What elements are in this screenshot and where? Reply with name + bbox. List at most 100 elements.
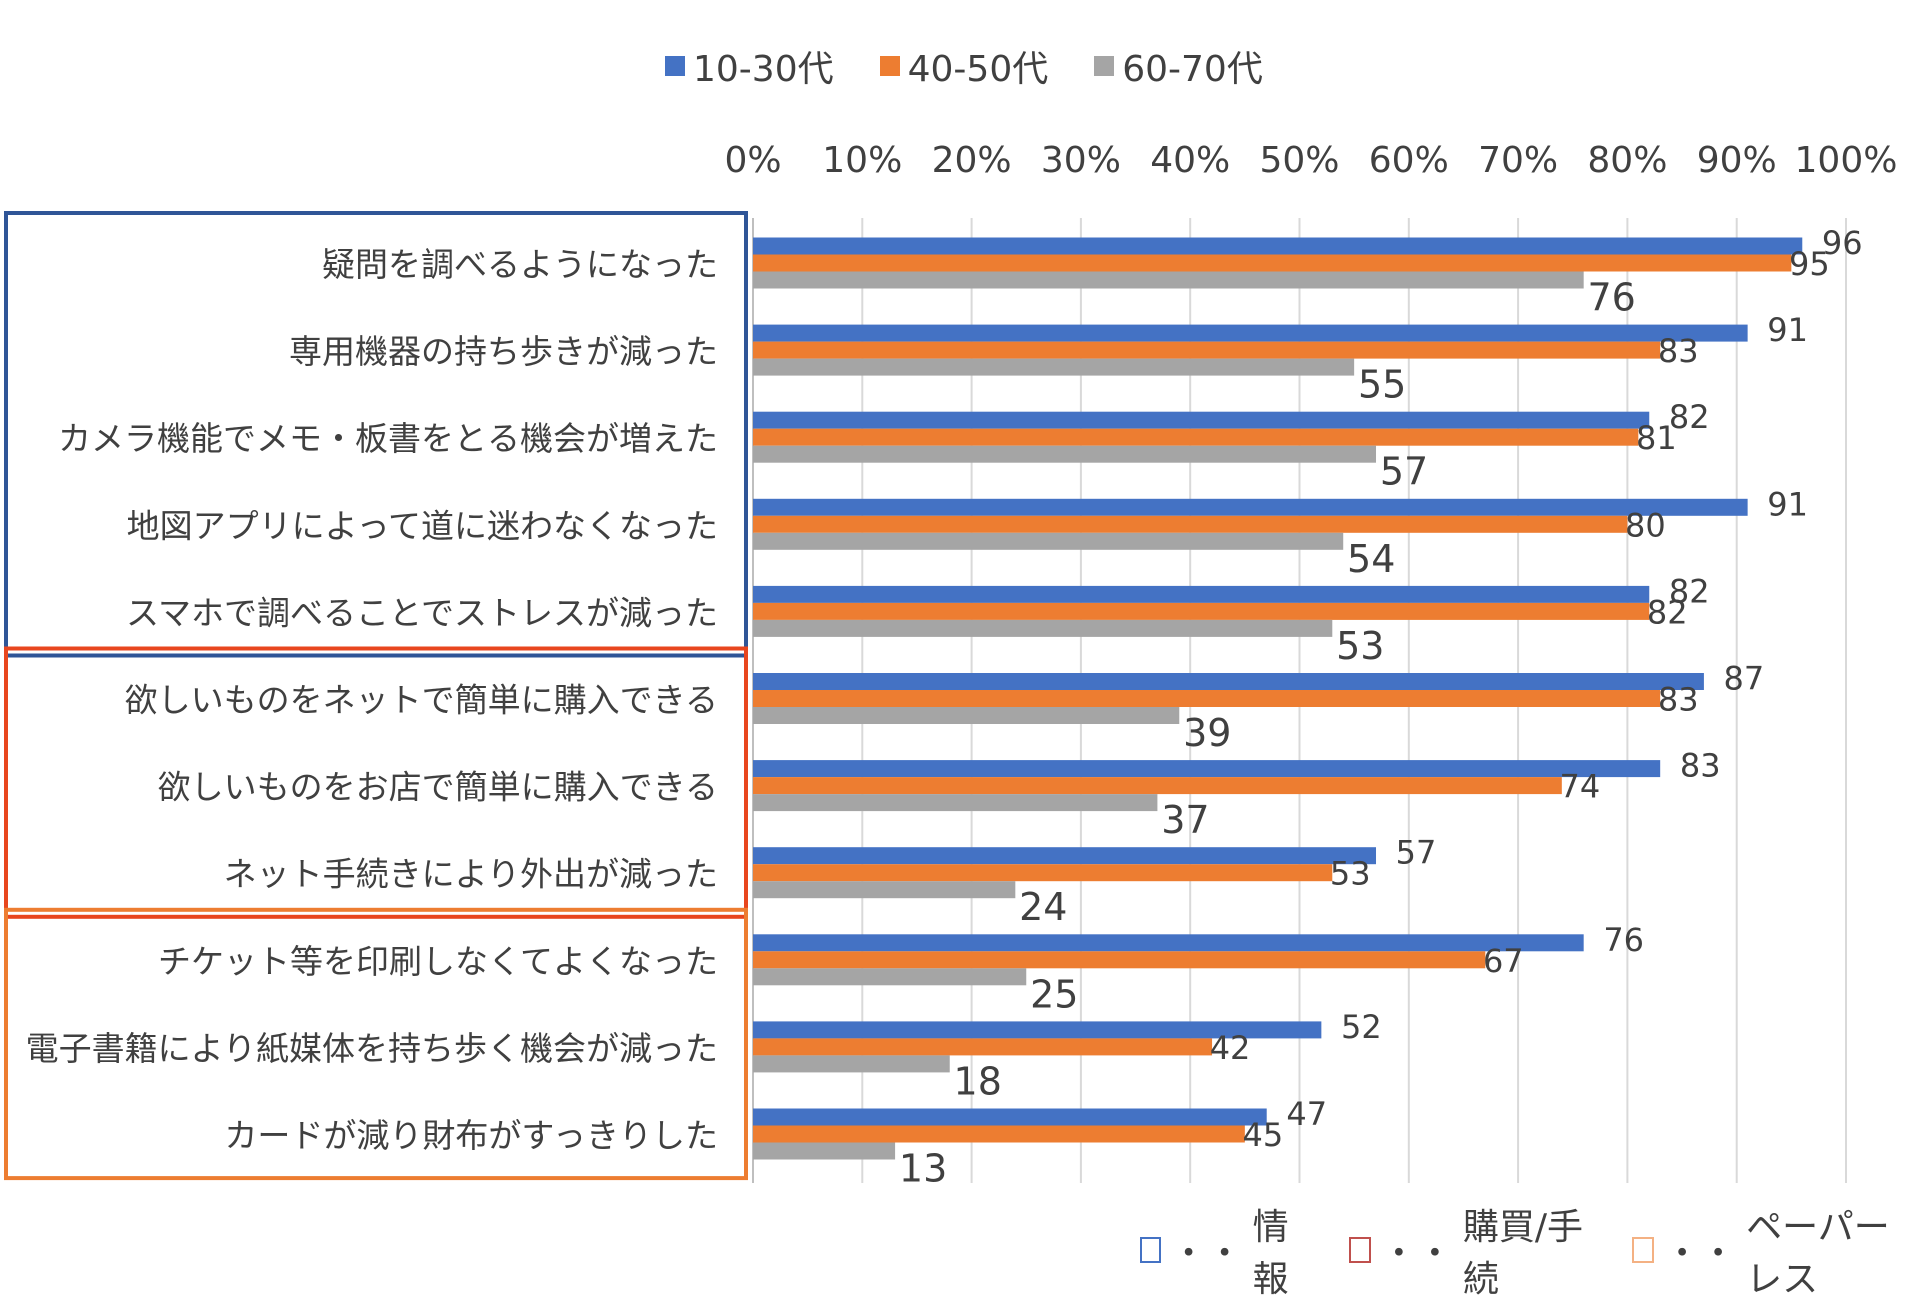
group-swatch-paperless [1631,1237,1655,1263]
group-legend-label-paperless: ペーパーレス [1746,1207,1890,1300]
data-label: 81 [1636,419,1677,457]
bar [753,1038,1213,1056]
x-tick-label: 70% [1478,140,1558,181]
legend-item-series-1: 10-30代 [665,40,834,92]
legend-swatch-series-2 [879,56,900,76]
bar [753,515,1628,533]
data-label: 83 [1658,332,1699,370]
category-label: 疑問を調べるようになった [322,245,718,284]
group-swatch-info [1140,1237,1161,1263]
x-tick-label: 0% [724,140,781,181]
category-label: スマホで調べることでストレスが減った [126,593,718,632]
bar [753,271,1584,289]
bar [753,864,1333,882]
data-label: 57 [1380,450,1428,494]
category-label: 地図アプリによって道に迷わなくなった [127,506,718,545]
bar [753,254,1792,272]
bar [753,707,1180,724]
data-label: 80 [1625,506,1666,544]
legend-item-series-3: 60-70代 [1094,40,1263,92]
bar [753,1108,1267,1126]
x-tick-label: 40% [1150,140,1230,181]
data-label: 67 [1483,942,1524,980]
group-legend-label-info: 情報 [1252,1207,1289,1300]
data-label: 95 [1789,245,1830,283]
data-label: 39 [1183,711,1231,755]
bar [753,1021,1322,1039]
bar [753,324,1748,342]
data-label: 91 [1767,485,1808,523]
bar [753,847,1377,865]
bar [753,237,1803,255]
data-label: 82 [1669,572,1710,610]
data-label: 42 [1210,1029,1251,1067]
group-box [4,646,748,919]
data-label: 83 [1680,747,1721,785]
legend-swatch-series-1 [665,56,685,76]
legend-label-series-2: 40-50代 [907,49,1049,90]
x-tick-label: 100% [1795,140,1898,181]
data-label: 47 [1286,1095,1327,1133]
category-label: カメラ機能でメモ・板書をとる機会が増えた [58,419,718,458]
bar [753,881,1016,899]
data-label: 54 [1347,537,1395,581]
data-label: 82 [1669,398,1710,436]
group-legend-label-purchase: 購買/手続 [1462,1207,1584,1300]
bar [753,585,1650,603]
legend-item-series-2: 40-50代 [879,40,1049,92]
group-legend-item-paperless: ・・ ペーパーレス [1631,1198,1925,1302]
bar [753,602,1650,620]
data-label: 96 [1822,224,1863,262]
category-label: カードが減り財布がすっきりした [224,1116,718,1155]
legend-label-series-3: 60-70代 [1122,49,1263,90]
group-legend: ・・ 情報 ・・ 購買/手続 ・・ ペーパーレス [1140,1198,1925,1302]
category-label: 専用機器の持ち歩きが減った [289,332,718,371]
bar [753,690,1661,707]
data-label: 53 [1336,624,1384,668]
data-label: 74 [1559,768,1600,806]
group-legend-item-purchase: ・・ 購買/手続 [1348,1198,1590,1302]
data-label: 24 [1019,885,1067,929]
data-label: 25 [1030,972,1078,1016]
group-swatch-purchase [1348,1237,1371,1263]
x-tick-label: 20% [932,140,1012,181]
data-label: 45 [1242,1116,1283,1154]
group-box [4,907,748,1181]
data-label: 37 [1161,798,1209,842]
group-legend-item-info: ・・ 情報 [1140,1198,1307,1302]
bar [753,951,1486,969]
group-legend-prefix: ・・ [1664,1233,1737,1274]
x-tick-label: 60% [1369,140,1449,181]
x-tick-label: 30% [1041,140,1121,181]
data-label: 55 [1358,363,1406,407]
data-label: 82 [1647,593,1688,631]
data-label: 87 [1724,660,1765,698]
data-label: 13 [899,1147,947,1191]
data-label: 18 [954,1059,1002,1103]
legend-label-series-1: 10-30代 [693,49,834,90]
category-label: ネット手続きにより外出が減った [224,855,718,894]
series-legend: 10-30代 40-50代 60-70代 [665,40,1263,92]
category-label: チケット等を印刷しなくてよくなった [158,942,718,981]
data-label: 76 [1603,921,1644,959]
bar [753,358,1355,376]
group-legend-prefix: ・・ [1380,1233,1453,1274]
bar [753,968,1027,986]
bar [753,619,1333,637]
bar [753,341,1661,359]
data-label: 57 [1396,834,1437,872]
bar [753,673,1704,690]
bar [753,934,1584,952]
x-tick-label: 50% [1259,140,1339,181]
data-label: 83 [1658,681,1699,719]
x-tick-label: 90% [1697,140,1777,181]
data-label: 52 [1341,1008,1382,1046]
x-tick-label: 10% [822,140,902,181]
bar-chart: 0% 10% 20% 30% 40% 50% 60% 70% 80% 90% 100% 疑問を調べるよ… [4,140,1898,1191]
data-label: 91 [1767,311,1808,349]
category-label: 欲しいものをお店で簡単に購入できる [158,768,718,807]
bar [753,777,1562,795]
bar [753,428,1639,446]
group-box [4,211,748,658]
data-label: 76 [1588,276,1636,320]
